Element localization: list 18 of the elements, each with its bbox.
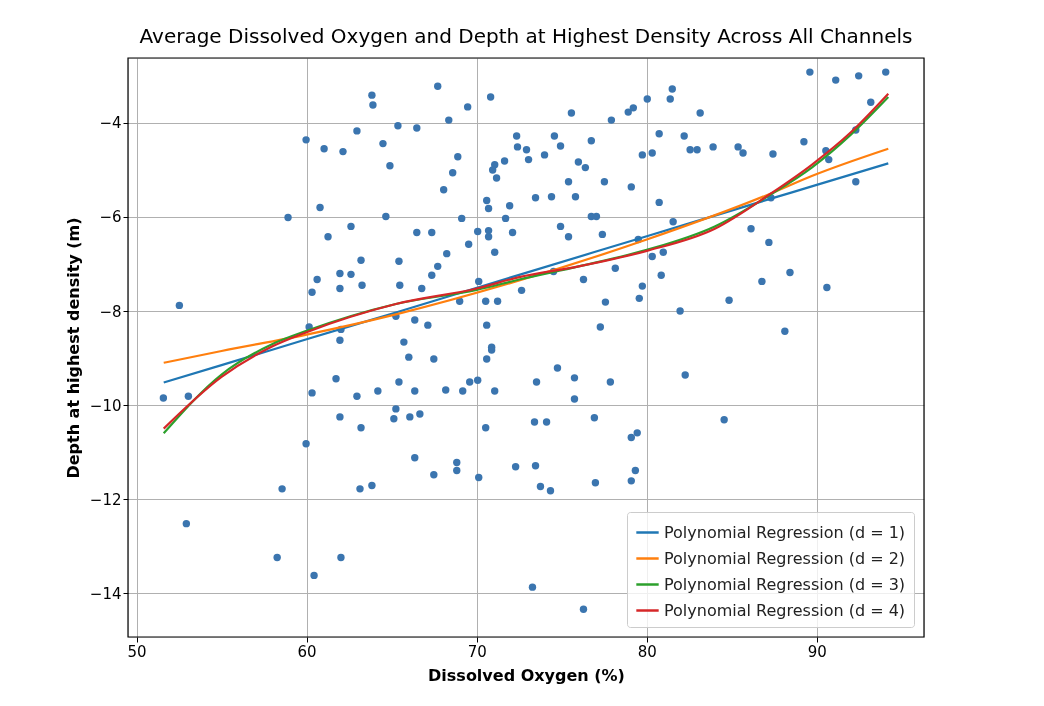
y-tick-label: −10 xyxy=(89,396,122,415)
y-tick-label: −4 xyxy=(99,114,122,133)
legend-label: Polynomial Regression (d = 4) xyxy=(664,600,906,620)
x-tick-label: 90 xyxy=(807,642,827,661)
legend-label: Polynomial Regression (d = 3) xyxy=(664,574,906,594)
y-axis-title: Depth at highest density (m) xyxy=(63,217,83,479)
x-tick-label: 70 xyxy=(467,642,487,661)
legend-label: Polynomial Regression (d = 2) xyxy=(664,548,906,568)
x-tick-label: 50 xyxy=(127,642,147,661)
legend-label: Polynomial Regression (d = 1) xyxy=(664,522,906,542)
y-tick-label: −14 xyxy=(89,584,122,603)
y-tick-label: −6 xyxy=(99,208,122,227)
y-tick-label: −12 xyxy=(89,490,122,509)
x-tick-label: 80 xyxy=(637,642,657,661)
y-tick-label: −8 xyxy=(99,302,122,321)
chart-title: Average Dissolved Oxygen and Depth at Highest Density Across All Channels xyxy=(139,24,913,49)
x-axis-title: Dissolved Oxygen (%) xyxy=(428,665,625,685)
x-tick-label: 60 xyxy=(297,642,317,661)
